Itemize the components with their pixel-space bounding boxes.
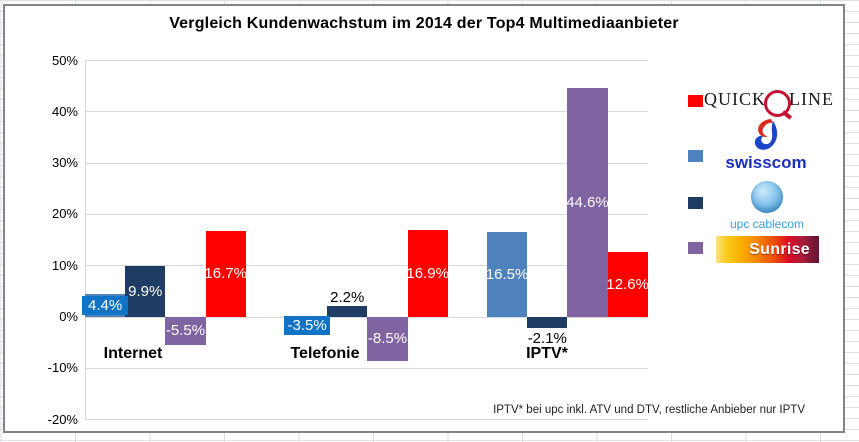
y-gridline-10 xyxy=(85,265,648,267)
bar-data-label: 16.7% xyxy=(204,265,247,283)
upc-logo-text: upc cablecom xyxy=(729,217,805,231)
category-label-telefonie: Telefonie xyxy=(290,345,360,362)
y-axis-line xyxy=(85,60,86,420)
swisscom-logo-text: swisscom xyxy=(725,153,807,172)
y-axis-tick-label: 40% xyxy=(51,103,78,119)
bar-data-label: 4.4% xyxy=(82,295,129,315)
bar-sunrise-internet[interactable] xyxy=(165,317,206,346)
bar-data-label: 12.6% xyxy=(606,275,649,293)
y-axis-tick-label: -10% xyxy=(47,360,78,376)
bar-data-label: -3.5% xyxy=(284,315,331,335)
upc-globe-icon xyxy=(751,181,783,213)
bar-upc-cablecom-telefonie[interactable] xyxy=(327,305,368,317)
y-gridline-50 xyxy=(85,60,648,62)
bar-data-label: 2.2% xyxy=(330,288,365,306)
legend-swatch-upc-cablecom[interactable] xyxy=(688,197,703,209)
y-gridline-20 xyxy=(85,213,648,215)
bar-quickline-internet[interactable] xyxy=(205,231,246,317)
bar-quickline-iptv-[interactable] xyxy=(607,252,648,317)
bar-sunrise-iptv-[interactable] xyxy=(567,88,608,317)
chart-footnote: IPTV* bei upc inkl. ATV und DTV, restlic… xyxy=(493,404,805,416)
y-gridline-0 xyxy=(85,316,648,318)
sunrise-logo-text: Sunrise xyxy=(749,240,810,258)
swisscom-swirl-icon xyxy=(754,119,778,150)
bar-data-label: 16.9% xyxy=(406,264,449,282)
upc-cablecom-logo[interactable]: upc cablecom xyxy=(708,181,826,235)
bar-data-label: -2.1% xyxy=(527,329,567,347)
swisscom-logo[interactable]: swisscom xyxy=(710,118,822,176)
y-gridline--20 xyxy=(85,419,648,421)
bar-swisscom-iptv-[interactable] xyxy=(487,232,528,317)
y-axis-tick-label: -20% xyxy=(47,411,78,427)
legend-swatch-sunrise[interactable] xyxy=(688,242,703,254)
y-axis-tick-label: 30% xyxy=(51,155,78,171)
y-gridline-40 xyxy=(85,111,648,113)
bar-sunrise-telefonie[interactable] xyxy=(367,317,408,361)
bar-data-label: 16.5% xyxy=(485,265,529,283)
y-axis-tick-label: 10% xyxy=(51,257,78,273)
chart-title: Vergleich Kundenwachstum im 2014 der Top… xyxy=(169,15,679,32)
bar-data-label: -5.5% xyxy=(165,322,206,340)
bar-quickline-telefonie[interactable] xyxy=(407,230,448,317)
chart-object[interactable] xyxy=(3,4,845,433)
sunrise-logo[interactable]: Sunrise xyxy=(716,236,819,263)
bar-data-label: 44.6% xyxy=(566,193,609,211)
quickline-logo-text-right: LINE xyxy=(789,88,834,109)
category-label-internet: Internet xyxy=(103,345,163,362)
y-axis-tick-label: 20% xyxy=(51,206,78,222)
quickline-logo[interactable]: QUICK LINE xyxy=(702,82,836,117)
bar-data-label: -8.5% xyxy=(367,329,408,347)
bar-upc-cablecom-iptv-[interactable] xyxy=(527,317,568,328)
legend-swatch-swisscom[interactable] xyxy=(688,150,703,162)
legend-swatch-quickline[interactable] xyxy=(688,95,703,107)
y-gridline-30 xyxy=(85,162,648,164)
quickline-logo-text-left: QUICK xyxy=(704,88,766,109)
quickline-q-icon xyxy=(764,89,791,117)
bar-data-label: 9.9% xyxy=(128,282,163,300)
y-axis-tick-label: 0% xyxy=(59,309,78,324)
y-axis-tick-label: 50% xyxy=(51,52,78,68)
bar-upc-cablecom-internet[interactable] xyxy=(125,266,166,317)
category-label-iptv-: IPTV* xyxy=(526,345,568,362)
y-gridline--10 xyxy=(85,367,648,369)
